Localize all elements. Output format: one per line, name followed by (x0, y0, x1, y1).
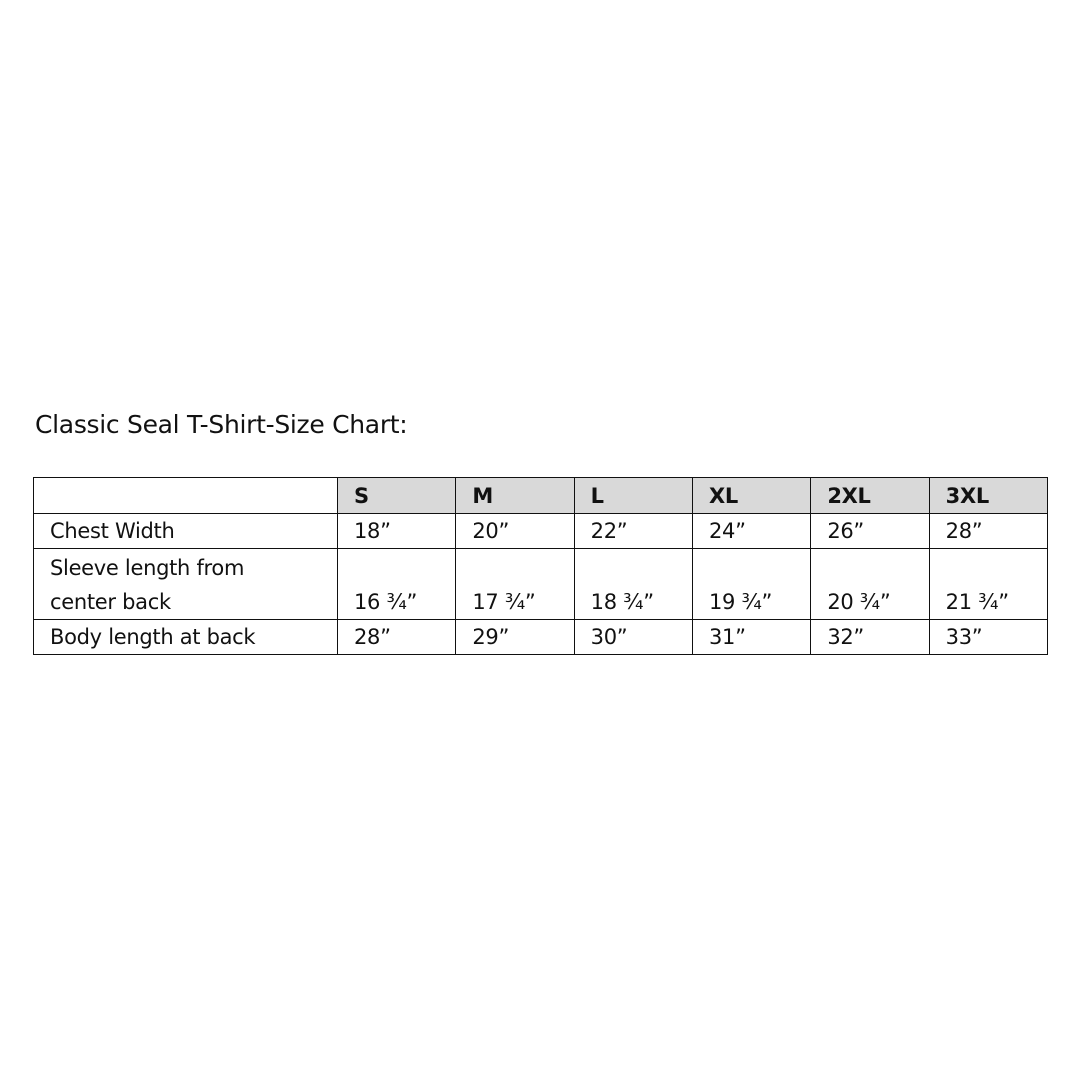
header-row: S M L XL 2XL 3XL (33, 477, 1049, 514)
table-cell: 21 ¾” (928, 548, 1049, 620)
table-cell: 16 ¾” (336, 548, 457, 620)
size-chart-table: S M L XL 2XL 3XL Chest Width 18” 20” 22”… (33, 477, 1049, 655)
table-row: Body length at back 28” 29” 30” 31” 32” … (33, 619, 1049, 655)
row-label-line: Sleeve length from (50, 556, 245, 580)
row-label: Chest Width (33, 513, 338, 549)
size-header: 3XL (928, 477, 1049, 514)
table-cell: 28” (336, 619, 457, 655)
table-cell: 18” (336, 513, 457, 549)
table-cell: 17 ¾” (455, 548, 575, 620)
table-row: Chest Width 18” 20” 22” 24” 26” 28” (33, 513, 1049, 549)
row-label: Body length at back (33, 619, 338, 655)
size-header: M (455, 477, 575, 514)
table-cell: 19 ¾” (691, 548, 812, 620)
table-cell: 20” (455, 513, 575, 549)
size-header: 2XL (810, 477, 930, 514)
size-header: L (573, 477, 693, 514)
table-cell: 20 ¾” (810, 548, 930, 620)
table-cell: 24” (691, 513, 812, 549)
table-cell: 31” (691, 619, 812, 655)
size-header: S (336, 477, 457, 514)
table-cell: 30” (573, 619, 693, 655)
corner-cell (33, 477, 338, 514)
table-cell: 32” (810, 619, 930, 655)
table-row: Sleeve length from center back 16 ¾” 17 ¾… (33, 548, 1049, 620)
row-label: Sleeve length from center back (33, 548, 338, 620)
row-label-line: center back (50, 590, 171, 614)
table-cell: 22” (573, 513, 693, 549)
table-cell: 33” (928, 619, 1049, 655)
table-cell: 28” (928, 513, 1049, 549)
size-header: XL (691, 477, 812, 514)
table-cell: 26” (810, 513, 930, 549)
table-cell: 18 ¾” (573, 548, 693, 620)
page-title: Classic Seal T-Shirt-Size Chart: (35, 410, 408, 439)
table-cell: 29” (455, 619, 575, 655)
